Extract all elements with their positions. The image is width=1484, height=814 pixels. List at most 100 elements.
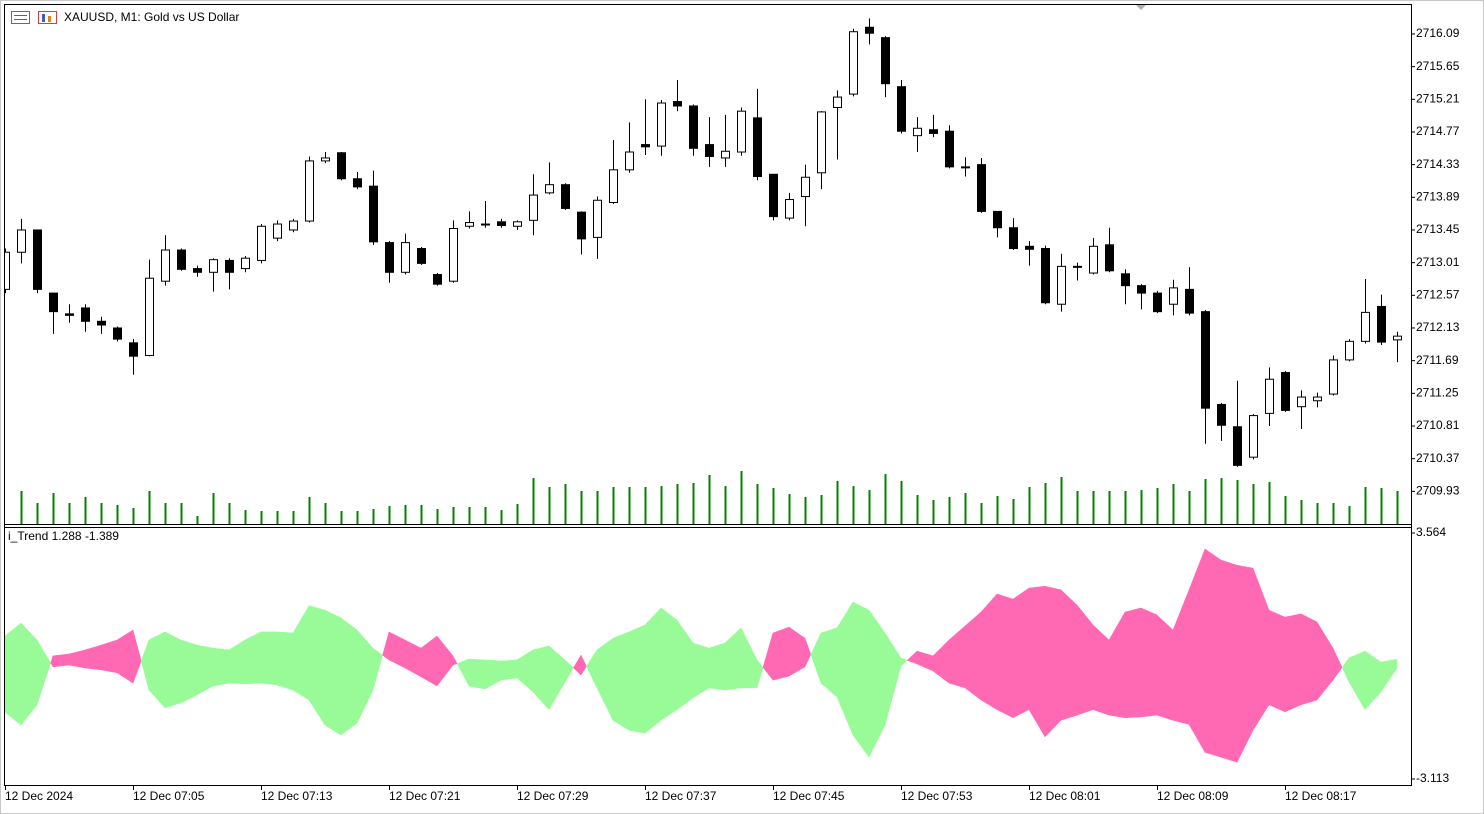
candle-body: [1297, 396, 1306, 408]
candle-body: [721, 150, 730, 159]
icon: [48, 16, 51, 22]
x-tick-label: 12 Dec 07:37: [645, 789, 717, 803]
trend-area: [1236, 564, 1254, 763]
trend-area: [164, 631, 182, 709]
x-tick-label: 12 Dec 08:09: [1157, 789, 1229, 803]
indicator-title: i_Trend 1.288 -1.389: [8, 529, 119, 543]
candle-body: [865, 26, 874, 34]
candle-body: [305, 160, 314, 222]
candle-body: [833, 96, 842, 108]
candle-body: [161, 249, 170, 282]
candle-body: [705, 144, 714, 157]
trend-area: [756, 659, 764, 688]
candle-body: [1185, 288, 1194, 314]
y-tick-label: 2714.33: [1416, 157, 1460, 171]
y-tick-label: 2713.01: [1416, 255, 1460, 269]
trend-area: [852, 601, 870, 758]
candle-body: [609, 169, 618, 204]
trend-area: [468, 658, 486, 690]
y-tick-label: 2712.13: [1416, 320, 1460, 334]
candle-body: [1089, 245, 1098, 274]
trend-area: [372, 647, 383, 691]
shift-marker: [1136, 5, 1146, 10]
candle-body: [481, 223, 490, 226]
candle-body: [753, 117, 762, 178]
trend-area: [1220, 559, 1238, 763]
candle-body: [897, 86, 906, 132]
candle-body: [1153, 292, 1162, 313]
candle-body: [881, 37, 890, 85]
x-tick-label: 12 Dec 07:13: [261, 789, 333, 803]
trend-area: [180, 639, 198, 704]
candle-body: [1377, 305, 1386, 343]
candle-body: [273, 223, 282, 239]
y-tick-label: 2710.81: [1416, 418, 1460, 432]
trend-area: [340, 617, 358, 736]
trend-area: [980, 593, 998, 711]
trend-area: [196, 644, 214, 696]
candle-body: [1025, 245, 1034, 250]
trend-area: [1332, 647, 1343, 681]
candle-body: [1121, 273, 1130, 287]
trend-area: [996, 593, 1014, 719]
candle-body: [1233, 426, 1242, 466]
candle-body: [1249, 415, 1258, 458]
trend-area: [804, 638, 812, 667]
x-tick-label: 12 Dec 07:29: [517, 789, 589, 803]
candle-body: [529, 194, 538, 221]
candle-body: [1057, 265, 1066, 305]
candle-body: [913, 127, 922, 137]
candle-body: [1137, 285, 1146, 294]
candle-body: [33, 229, 42, 290]
x-tick-label: 12 Dec 07:45: [773, 789, 845, 803]
trend-area: [1204, 548, 1222, 758]
candle-body: [1393, 335, 1402, 341]
candle-body: [353, 178, 362, 188]
icon: [11, 11, 30, 24]
candle-body: [577, 211, 586, 240]
y-tick-label: 2716.09: [1416, 26, 1460, 40]
candle-body: [849, 31, 858, 95]
candle-body: [369, 185, 378, 243]
candle-body: [113, 327, 122, 340]
candle-body: [737, 110, 746, 153]
y-tick-label: 2715.65: [1416, 59, 1460, 73]
candle-body: [1345, 340, 1354, 361]
candle-body: [977, 164, 986, 212]
trend-area: [564, 659, 574, 683]
candle-body: [17, 229, 26, 253]
candle-body: [241, 257, 250, 270]
trend-area: [1284, 613, 1302, 713]
candle-body: [641, 144, 650, 148]
trend-area: [5, 622, 22, 726]
trend-area: [1140, 607, 1158, 718]
candle-body: [97, 320, 106, 326]
candle-body: [1265, 378, 1274, 414]
candle-body: [945, 130, 954, 168]
symbol-icons: [11, 11, 57, 24]
candle-body: [961, 166, 970, 169]
candle-body: [433, 274, 442, 285]
candle-body: [289, 220, 298, 231]
y-tick-label: 2714.77: [1416, 124, 1460, 138]
x-tick-label: 12 Dec 07:05: [133, 789, 205, 803]
candle-body: [1169, 287, 1178, 305]
trend-area: [900, 657, 908, 667]
x-tick-label: 12 Dec 07:53: [901, 789, 973, 803]
trend-area: [964, 611, 982, 701]
candle-body: [817, 111, 826, 174]
candle-body: [49, 292, 58, 313]
plot-frame: [4, 4, 1412, 786]
candle-body: [65, 313, 74, 316]
x-tick-label: 12 Dec 08:17: [1285, 789, 1357, 803]
candle-body: [5, 251, 10, 290]
trend-area: [244, 631, 262, 685]
candle-body: [1361, 311, 1370, 342]
candle-body: [545, 184, 554, 194]
candle-body: [929, 129, 938, 134]
x-tick-label: 12 Dec 07:21: [389, 789, 461, 803]
x-tick-label: 12 Dec 2024: [5, 789, 73, 803]
candle-body: [209, 259, 218, 273]
trend-area: [324, 609, 342, 736]
